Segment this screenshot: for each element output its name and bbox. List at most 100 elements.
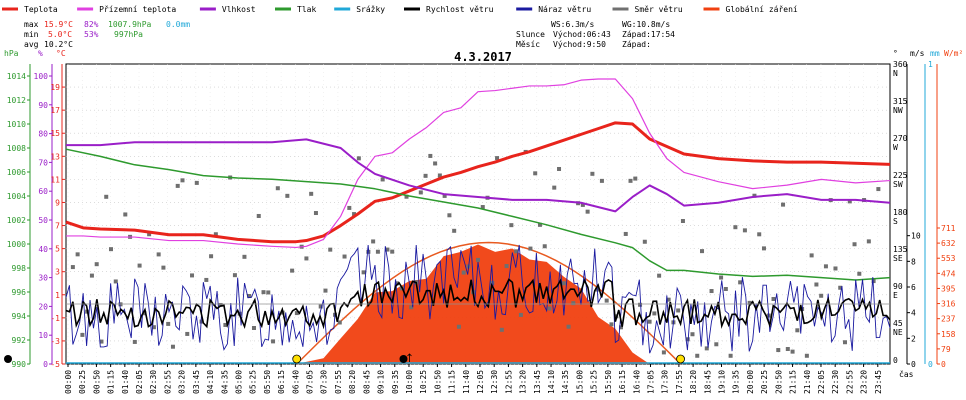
wind-dir-point bbox=[504, 264, 509, 269]
temp-tick-label-4: 11 bbox=[50, 175, 60, 184]
stats-avg-temp: 10.2°C bbox=[44, 40, 73, 49]
x-tick-label-9: 03:45 bbox=[192, 370, 201, 394]
wind-tick-label-4: 2 bbox=[911, 334, 916, 343]
wind-dir-point bbox=[256, 213, 261, 218]
wind-dir-point bbox=[628, 178, 633, 183]
rad-tick-label-3: 474 bbox=[941, 269, 956, 278]
x-tick-label-36: 15:00 bbox=[575, 370, 584, 394]
wind-dir-point bbox=[876, 187, 881, 192]
x-tick-label-2: 00:50 bbox=[92, 370, 101, 394]
wind-dir-point bbox=[757, 232, 762, 237]
wind-dir-point bbox=[442, 193, 447, 198]
series-line-hum-2 bbox=[66, 138, 891, 213]
wind-dir-point bbox=[642, 239, 647, 244]
x-tick-label-26: 10:50 bbox=[433, 370, 442, 394]
dir-tick-label-8: 0 bbox=[893, 356, 898, 365]
wind-dir-point bbox=[618, 325, 623, 330]
wind-dir-point bbox=[804, 353, 809, 358]
wind-dir-point bbox=[838, 285, 843, 290]
dir-name-label-0: N bbox=[893, 69, 898, 78]
wind-dir-point bbox=[166, 321, 171, 326]
wind-dir-point bbox=[137, 263, 142, 268]
x-tick-label-3: 01:15 bbox=[107, 370, 116, 394]
plot-area: 1014101210101008100610041002100099899699… bbox=[4, 60, 956, 394]
temp-tick-label-9: 1 bbox=[55, 291, 60, 300]
wind-dir-point bbox=[852, 242, 857, 247]
x-tick-label-33: 13:45 bbox=[533, 370, 542, 394]
x-tick-label-40: 16:40 bbox=[632, 370, 641, 394]
press-tick-label-0: 1014 bbox=[7, 72, 26, 81]
wind-dir-point bbox=[771, 296, 776, 301]
wind-dir-point bbox=[499, 327, 504, 332]
wind-tick-label-1: 8 bbox=[911, 257, 916, 266]
legend-label-2: Vlhkost bbox=[222, 5, 256, 14]
wind-dir-point bbox=[428, 153, 433, 158]
wind-dir-point bbox=[175, 183, 180, 188]
stats-max-temp: 15.9°C bbox=[44, 20, 73, 29]
x-tick-label-13: 05:25 bbox=[249, 370, 258, 394]
wind-dir-point bbox=[251, 325, 256, 330]
wind-dir-point bbox=[209, 254, 214, 259]
wind-dir-point bbox=[742, 228, 747, 233]
wind-dir-point bbox=[518, 312, 523, 317]
wind-dir-point bbox=[199, 319, 204, 324]
press-tick-label-11: 992 bbox=[12, 336, 27, 345]
press-tick-label-1: 1012 bbox=[7, 96, 26, 105]
legend: Teplota Přízemní teplota Vlhkost Tlak Srážky… bbox=[2, 5, 798, 14]
series-line-temp-1 bbox=[66, 78, 891, 249]
hum-tick-label-9: 10 bbox=[38, 331, 48, 340]
stats-wg: WG:10.8m/s bbox=[622, 20, 670, 29]
wind-dir-point bbox=[80, 332, 85, 337]
wind-dir-point bbox=[342, 254, 347, 259]
stats-max-hum: 82% bbox=[84, 20, 99, 29]
stats-min-label: min bbox=[24, 30, 39, 39]
wind-dir-point bbox=[261, 290, 266, 295]
wind-dir-point bbox=[447, 213, 452, 218]
wind-dir-point bbox=[647, 319, 652, 324]
rain-unit: mm bbox=[930, 49, 940, 58]
wind-dir-point bbox=[809, 253, 814, 258]
dir-tick-label-1: 315 bbox=[893, 97, 908, 106]
x-tick-label-10: 04:10 bbox=[206, 370, 215, 394]
wind-dir-point bbox=[271, 339, 276, 344]
wind-dir-point bbox=[328, 247, 333, 252]
hum-tick-label-1: 90 bbox=[38, 101, 48, 110]
wind-dir-point bbox=[785, 347, 790, 352]
hum-tick-label-0: 100 bbox=[34, 72, 49, 81]
wind-dir-point bbox=[685, 337, 690, 342]
wind-dir-point bbox=[790, 349, 795, 354]
temp-tick-label-5: 9 bbox=[55, 198, 60, 207]
wind-tick-label-3: 4 bbox=[911, 309, 916, 318]
wind-dir-point bbox=[547, 306, 552, 311]
x-tick-label-12: 05:00 bbox=[234, 370, 243, 394]
wind-tick-label-0: 10 bbox=[911, 232, 921, 241]
rain-tick-label-1: 0 bbox=[928, 360, 933, 369]
wind-dir-point bbox=[371, 239, 376, 244]
legend-label-3: Tlak bbox=[297, 5, 316, 14]
rad-tick-label-7: 158 bbox=[941, 330, 956, 339]
wind-dir-point bbox=[356, 156, 361, 161]
hum-tick-label-3: 70 bbox=[38, 158, 48, 167]
wind-dir-point bbox=[690, 332, 695, 337]
wind-gust-line bbox=[65, 244, 891, 354]
x-tick-label-29: 12:05 bbox=[476, 370, 485, 394]
x-tick-label-46: 19:10 bbox=[718, 370, 727, 394]
x-tick-label-32: 13:20 bbox=[519, 370, 528, 394]
x-tick-label-11: 04:35 bbox=[220, 370, 229, 394]
x-tick-label-54: 22:30 bbox=[831, 370, 840, 394]
wind-dir-point bbox=[418, 190, 423, 195]
press-unit: hPa bbox=[4, 49, 19, 58]
rad-tick-label-8: 79 bbox=[941, 345, 951, 354]
x-tick-label-39: 16:15 bbox=[618, 370, 627, 394]
wind-tick-label-2: 6 bbox=[911, 283, 916, 292]
rad-tick-label-9: 0 bbox=[941, 360, 946, 369]
wind-dir-point bbox=[285, 193, 290, 198]
x-tick-label-42: 17:30 bbox=[661, 370, 670, 394]
wind-dir-point bbox=[476, 257, 480, 262]
wind-dir-point bbox=[352, 212, 357, 217]
stats-max-rain: 0.0mm bbox=[166, 20, 190, 29]
wind-dir-point bbox=[819, 293, 824, 298]
stats-max-label: max bbox=[24, 20, 39, 29]
wind-dir-point bbox=[104, 194, 109, 199]
wind-dir-point bbox=[533, 171, 538, 176]
